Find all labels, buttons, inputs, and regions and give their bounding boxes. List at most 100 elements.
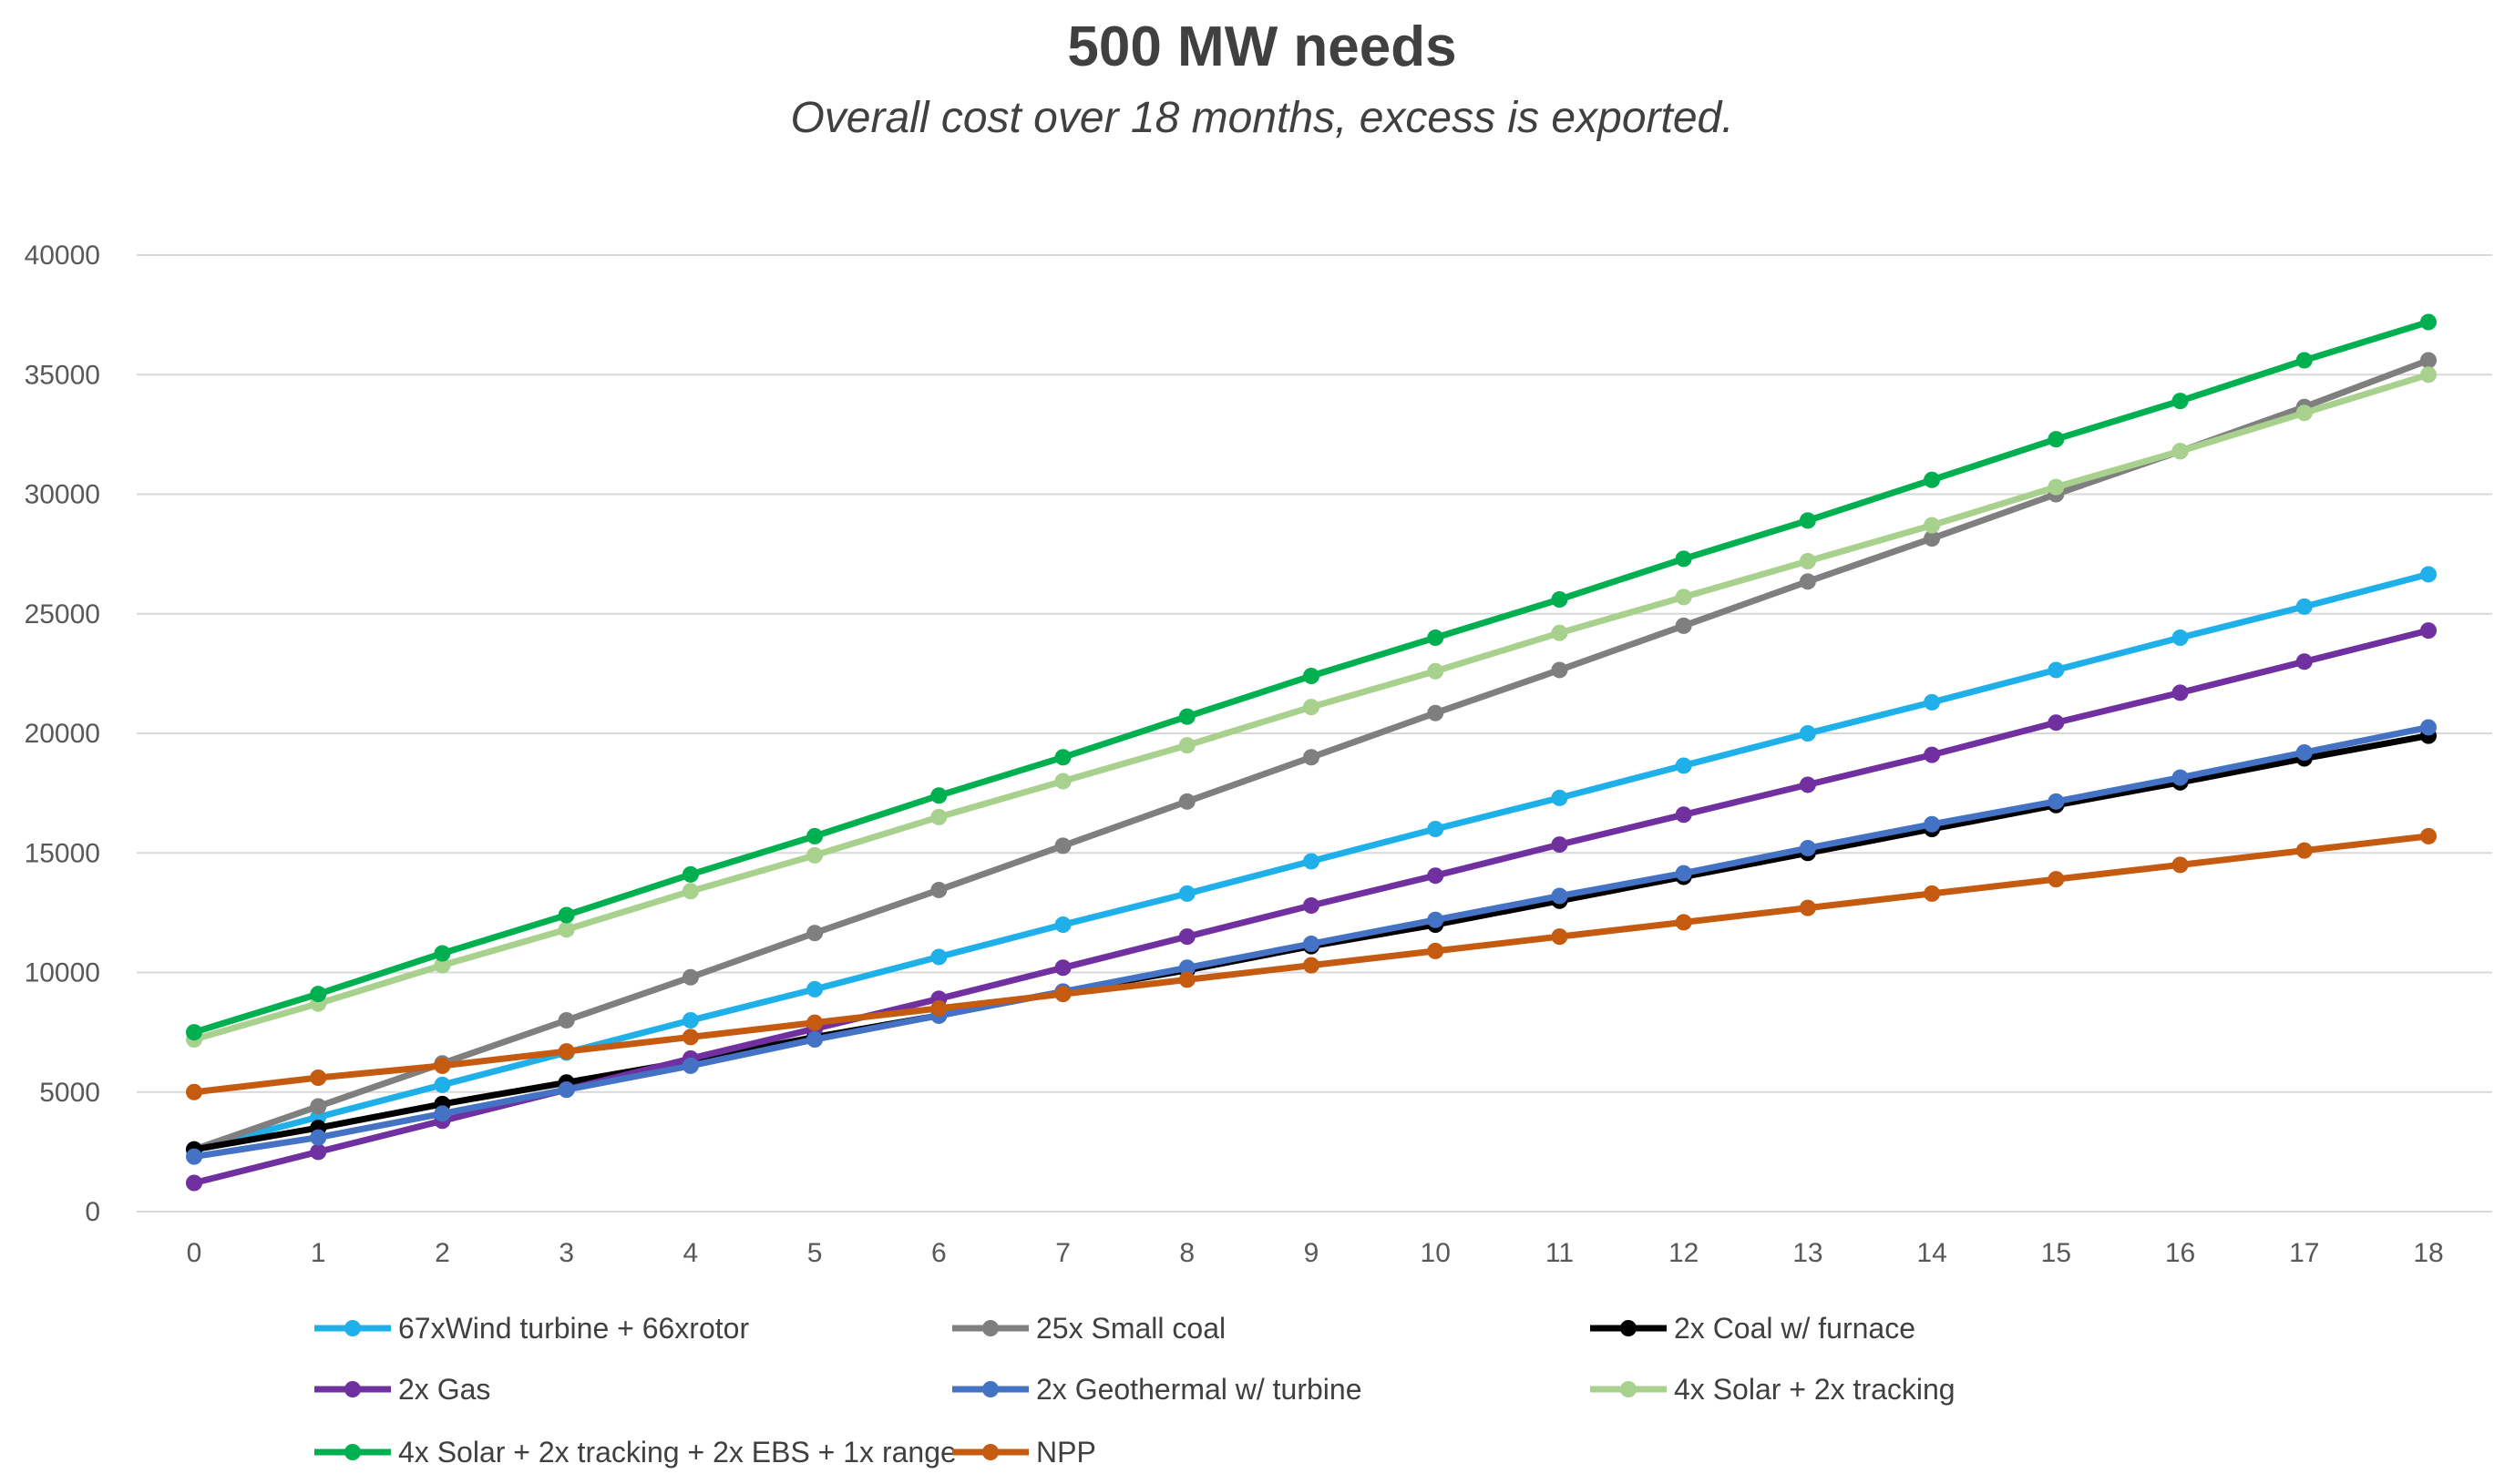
series-5	[186, 366, 2437, 1048]
data-point	[1799, 573, 1816, 590]
data-point	[1178, 928, 1196, 946]
y-tick-label: 25000	[25, 599, 100, 629]
x-tick-label: 5	[807, 1238, 823, 1268]
legend-item: NPP	[952, 1436, 1096, 1469]
data-point	[310, 986, 327, 1003]
legend-item: 2x Gas	[314, 1373, 490, 1406]
legend-swatch-marker	[1620, 1320, 1637, 1336]
x-tick-label: 17	[2289, 1238, 2319, 1268]
data-point	[1178, 737, 1196, 754]
data-point	[1303, 936, 1319, 952]
data-point	[1427, 704, 1444, 722]
data-point	[1799, 776, 1816, 793]
data-point	[806, 980, 824, 998]
y-tick-label: 40000	[25, 241, 100, 271]
data-point	[558, 1012, 575, 1029]
data-point	[1551, 928, 1568, 946]
data-point	[682, 1012, 699, 1029]
legend-label: 67xWind turbine + 66xrotor	[398, 1312, 749, 1345]
data-point	[186, 1148, 202, 1165]
data-point	[1675, 757, 1692, 774]
x-tick-label: 3	[559, 1238, 574, 1268]
data-point	[2171, 856, 2189, 874]
y-tick-label: 5000	[39, 1078, 100, 1108]
legend-item: 25x Small coal	[952, 1312, 1226, 1345]
legend-label: 2x Gas	[398, 1373, 490, 1406]
y-axis-tick-labels: 0 5000 10000 15000 20000 25000 30000 35000 40000	[25, 241, 100, 1227]
data-point	[1427, 911, 1444, 928]
data-point	[1799, 840, 1816, 856]
legend-label: 2x Coal w/ furnace	[1674, 1312, 1915, 1345]
x-tick-label: 18	[2413, 1238, 2443, 1268]
data-point	[310, 1143, 327, 1161]
chart-title: 500 MW needs	[1067, 15, 1456, 78]
x-axis-tick-labels: 0 1 2 3 4 5 6 7 8 9 10 11 12 13 14 15 16 17 18	[187, 1238, 2444, 1268]
legend-item: 4x Solar + 2x tracking + 2x EBS + 1x ran…	[314, 1436, 957, 1469]
x-tick-label: 6	[931, 1238, 947, 1268]
data-point	[1675, 588, 1692, 606]
data-point	[186, 1024, 202, 1041]
data-point	[310, 1129, 327, 1146]
data-point	[1303, 668, 1319, 684]
data-point	[2048, 871, 2065, 888]
data-point	[2048, 793, 2065, 810]
data-point	[1427, 867, 1444, 885]
series-7	[186, 827, 2437, 1100]
y-tick-label: 30000	[25, 480, 100, 510]
legend-swatch-marker	[344, 1320, 361, 1336]
data-point	[1427, 629, 1444, 646]
data-point	[1054, 986, 1072, 1003]
data-point	[1551, 661, 1568, 679]
legend-swatch-marker	[1620, 1381, 1637, 1397]
data-point	[434, 1105, 451, 1122]
data-point	[1799, 512, 1816, 529]
data-point	[1924, 517, 1941, 534]
legend-label: NPP	[1036, 1436, 1096, 1469]
data-point	[1551, 789, 1568, 806]
legend-item: 2x Coal w/ furnace	[1590, 1312, 1915, 1345]
data-point	[682, 968, 699, 986]
data-point	[930, 999, 948, 1017]
data-point	[1303, 897, 1319, 914]
data-point	[1924, 746, 1941, 763]
data-point	[1054, 916, 1072, 933]
data-point	[1178, 959, 1196, 977]
data-point	[1924, 530, 1941, 548]
x-tick-label: 8	[1179, 1238, 1195, 1268]
data-point	[1303, 749, 1319, 766]
data-point	[2295, 352, 2313, 369]
data-point	[2048, 478, 2065, 496]
data-point	[2420, 366, 2437, 384]
legend-swatch-marker	[344, 1444, 361, 1460]
data-point	[1924, 693, 1941, 711]
data-point	[1675, 617, 1692, 634]
data-point	[558, 921, 575, 938]
data-point	[434, 1076, 451, 1093]
data-point	[2295, 653, 2313, 670]
data-point	[930, 808, 948, 825]
data-point	[2295, 842, 2313, 859]
legend-label: 4x Solar + 2x tracking	[1674, 1373, 1956, 1406]
data-point	[1054, 749, 1072, 766]
legend-swatch-marker	[982, 1381, 999, 1397]
data-point	[1675, 914, 1692, 931]
x-tick-label: 0	[187, 1238, 202, 1268]
chart-subtitle: Overall cost over 18 months, excess is e…	[790, 94, 1733, 142]
data-point	[1675, 865, 1692, 882]
series-4	[186, 719, 2437, 1165]
data-point	[310, 1098, 327, 1115]
data-point	[1427, 821, 1444, 837]
y-tick-label: 15000	[25, 838, 100, 868]
legend-item: 67xWind turbine + 66xrotor	[314, 1312, 749, 1345]
data-point	[2171, 629, 2189, 646]
data-point	[806, 1014, 824, 1031]
data-point	[1178, 971, 1196, 988]
data-point	[682, 865, 699, 883]
data-point	[682, 1029, 699, 1046]
data-point	[2171, 393, 2189, 410]
data-point	[682, 883, 699, 900]
data-point	[1551, 591, 1568, 608]
x-tick-label: 10	[1421, 1238, 1451, 1268]
data-point	[2295, 598, 2313, 615]
